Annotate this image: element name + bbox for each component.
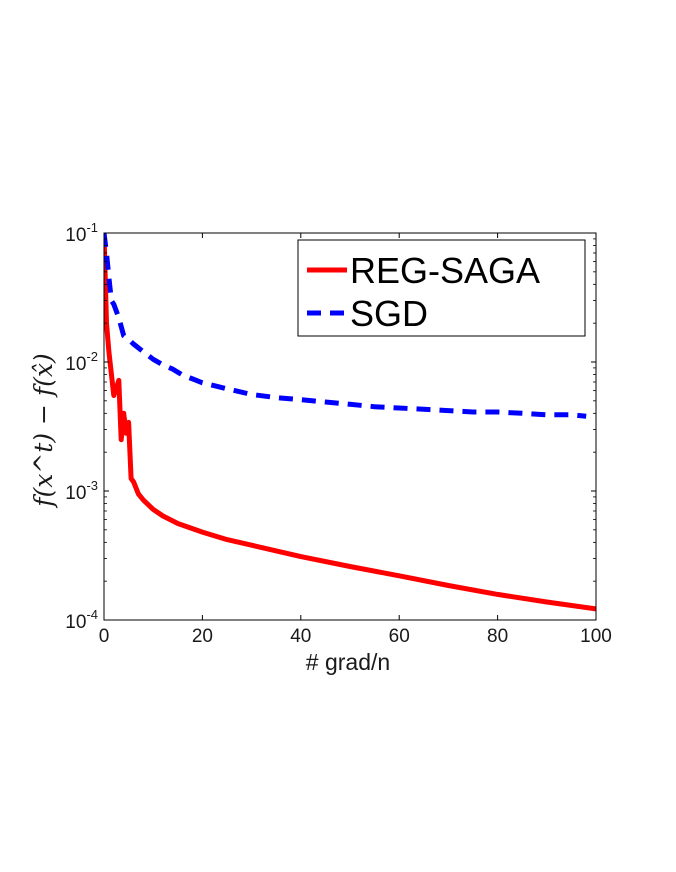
y-tick-labels: 10-1 10-2 10-3 10-4 bbox=[65, 220, 98, 633]
legend-box bbox=[297, 239, 586, 337]
y-axis-title: f(x^t) − f(x̂) bbox=[29, 353, 58, 509]
plot-area bbox=[104, 233, 596, 612]
x-tick-label: 80 bbox=[487, 626, 508, 647]
y-tick-label: 10-4 bbox=[65, 607, 98, 633]
legend: REG-SAGA SGD bbox=[297, 239, 586, 337]
x-tick-label: 60 bbox=[389, 626, 410, 647]
y-tick-label: 10-1 bbox=[65, 220, 98, 246]
y-tick-label: 10-2 bbox=[65, 349, 98, 375]
series-line-reg-saga bbox=[104, 233, 596, 612]
legend-label-sgd: SGD bbox=[350, 293, 428, 334]
legend-label-reg-saga: REG-SAGA bbox=[350, 250, 540, 291]
y-tick-label: 10-3 bbox=[65, 478, 98, 504]
x-tick-labels: 0 20 40 60 80 100 bbox=[99, 626, 612, 647]
series-line-sgd bbox=[104, 233, 587, 419]
x-tick-label: 100 bbox=[580, 626, 612, 647]
x-tick-label: 20 bbox=[192, 626, 213, 647]
x-axis-title: # grad/n bbox=[306, 649, 390, 675]
axis-ticks bbox=[103, 232, 597, 621]
axes-frame bbox=[103, 232, 597, 621]
x-tick-label: 40 bbox=[290, 626, 311, 647]
x-tick-label: 0 bbox=[99, 626, 110, 647]
